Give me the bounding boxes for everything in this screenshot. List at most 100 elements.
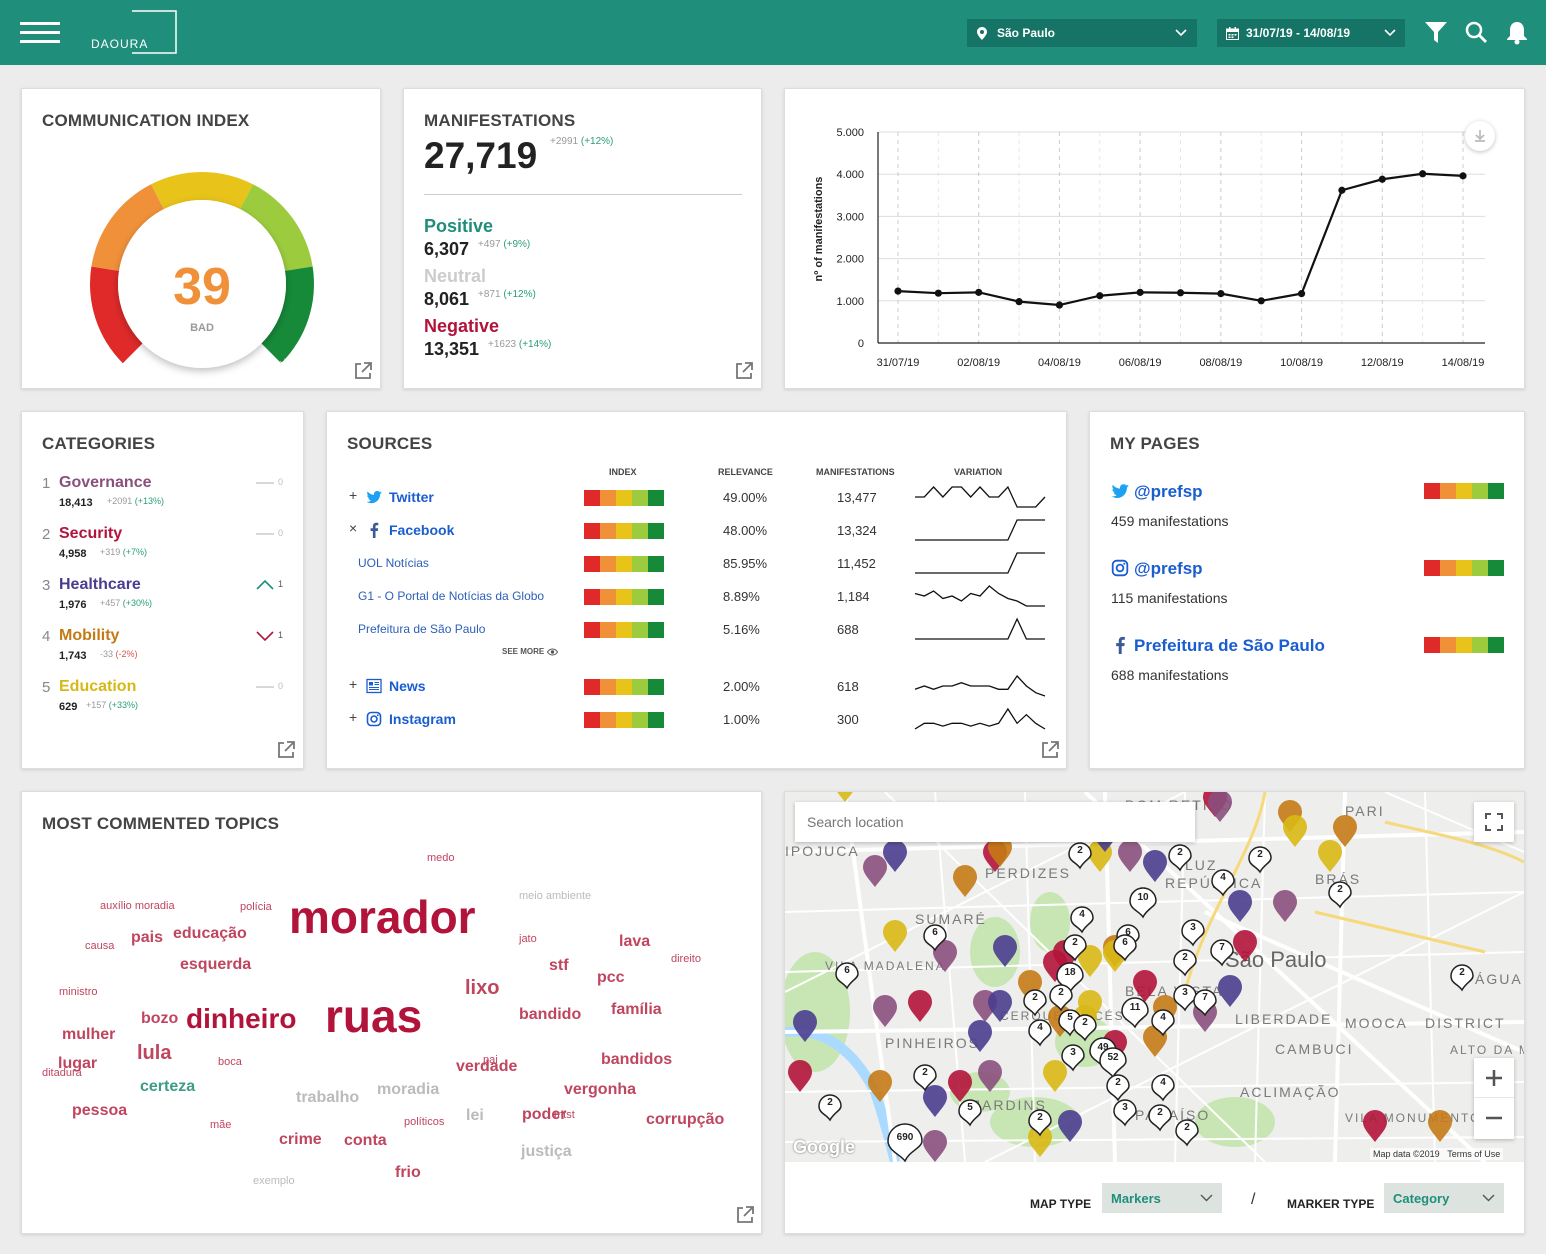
topic-word[interactable]: lei (466, 1107, 484, 1124)
category-pin[interactable] (988, 835, 1012, 867)
download-button[interactable] (1465, 121, 1495, 151)
map-type-select[interactable]: Markers (1102, 1183, 1222, 1213)
topic-word[interactable]: lula (137, 1042, 172, 1064)
topic-word[interactable]: direito (671, 953, 701, 965)
category-pin[interactable] (1058, 1110, 1082, 1142)
topic-word[interactable]: poder (522, 1106, 567, 1123)
data-point[interactable] (1015, 298, 1023, 306)
fullscreen-button[interactable] (1474, 802, 1514, 842)
topic-word[interactable]: ministro (59, 986, 98, 998)
expand-icon[interactable]: + (349, 709, 358, 725)
category-item[interactable]: 1 Governance 18,413 +2091 (+13%) 0 (42, 474, 287, 519)
source-row[interactable]: + Instagram 1.00% 300 (327, 707, 1068, 731)
category-pin[interactable] (1043, 1060, 1067, 1092)
topic-word[interactable]: pessoa (72, 1102, 128, 1119)
source-row[interactable]: + News 2.00% 618 (327, 674, 1068, 698)
category-pin[interactable] (883, 920, 907, 952)
source-name[interactable]: UOL Notícias (358, 556, 429, 570)
topic-word[interactable]: boca (218, 1056, 242, 1068)
category-pin[interactable] (948, 1070, 972, 1102)
cluster-marker[interactable]: 6 (1113, 934, 1137, 962)
my-page-name[interactable]: Prefeitura de São Paulo (1134, 636, 1325, 655)
cluster-marker[interactable]: 6 (923, 924, 947, 952)
cluster-marker[interactable]: 4 (1028, 1019, 1052, 1047)
my-page-item[interactable]: @prefsp 115 manifestations (1111, 557, 1506, 607)
category-pin[interactable] (1143, 850, 1167, 882)
cluster-marker[interactable]: 4 (1211, 869, 1235, 897)
category-pin[interactable] (1078, 945, 1102, 977)
topic-word[interactable]: mtst (554, 1109, 575, 1121)
topic-word[interactable]: certeza (140, 1078, 196, 1095)
expand-icon[interactable]: + (349, 487, 358, 503)
topic-word[interactable]: bozo (141, 1010, 179, 1027)
source-name[interactable]: Twitter (389, 489, 434, 505)
topic-word[interactable]: trabalho (296, 1089, 360, 1106)
topic-word[interactable]: auxílio moradia (100, 900, 175, 912)
category-pin[interactable] (1118, 840, 1142, 872)
cluster-marker[interactable]: 2 (1106, 1074, 1130, 1102)
topic-word[interactable]: vergonha (564, 1081, 637, 1098)
category-pin[interactable] (933, 940, 957, 972)
cluster-marker[interactable]: 2 (1168, 844, 1192, 872)
category-pin[interactable] (1133, 970, 1157, 1002)
cluster-marker[interactable]: 7 (1210, 939, 1234, 967)
zoom-in-button[interactable] (1474, 1058, 1514, 1098)
topic-word[interactable]: pais (131, 929, 164, 946)
category-pin[interactable] (1218, 975, 1242, 1007)
topic-word[interactable]: políticos (404, 1116, 445, 1128)
external-link-icon[interactable] (734, 361, 754, 381)
category-pin[interactable] (993, 935, 1017, 967)
cluster-marker[interactable]: 2 (1073, 1014, 1097, 1042)
topic-word[interactable]: família (611, 1001, 662, 1018)
topic-word[interactable]: jato (519, 933, 537, 945)
cluster-marker[interactable]: 5 (958, 1099, 982, 1127)
data-point[interactable] (934, 289, 942, 297)
data-point[interactable] (1136, 288, 1144, 296)
source-row[interactable]: × Facebook 48.00% 13,324 (327, 518, 1068, 542)
brand-logo[interactable]: DAOURA (88, 10, 178, 54)
data-point[interactable] (1176, 289, 1185, 297)
cluster-marker[interactable]: 2 (1028, 1109, 1052, 1137)
my-page-item[interactable]: Prefeitura de São Paulo 688 manifestation… (1111, 634, 1506, 684)
topic-word[interactable]: ditadura (42, 1067, 82, 1079)
category-pin[interactable] (1363, 1110, 1387, 1142)
source-row[interactable]: UOL Notícias 85.95% 11,452 (327, 551, 1068, 575)
external-link-icon[interactable] (1040, 740, 1060, 760)
external-link-icon[interactable] (353, 361, 373, 381)
data-point[interactable] (1257, 297, 1265, 305)
topic-word[interactable]: lixo (465, 977, 500, 999)
topic-word[interactable]: stf (549, 957, 569, 974)
topic-word[interactable]: pcc (597, 969, 625, 986)
data-point[interactable] (1096, 292, 1104, 300)
bell-icon[interactable] (1507, 20, 1527, 45)
data-point[interactable] (1378, 175, 1386, 183)
category-pin[interactable] (863, 855, 887, 887)
category-pin[interactable] (988, 990, 1012, 1022)
topic-word[interactable]: mulher (62, 1026, 116, 1043)
my-page-name[interactable]: @prefsp (1134, 559, 1203, 578)
category-pin[interactable] (1428, 1110, 1452, 1142)
category-pin[interactable] (923, 1085, 947, 1117)
cluster-marker[interactable]: 2 (1173, 949, 1197, 977)
category-item[interactable]: 2 Security 4,958 +319 (+7%) 0 (42, 525, 287, 570)
topic-word[interactable]: lugar (58, 1055, 98, 1072)
external-link-icon[interactable] (735, 1205, 755, 1225)
collapse-icon[interactable]: × (349, 520, 358, 536)
topic-word[interactable]: esquerda (180, 956, 252, 973)
category-pin[interactable] (978, 1060, 1002, 1092)
source-name[interactable]: Facebook (389, 522, 455, 538)
topic-word[interactable]: medo (427, 852, 455, 864)
category-item[interactable]: 5 Education 629 +157 (+33%) 0 (42, 678, 287, 723)
cluster-marker[interactable]: 2 (1450, 964, 1474, 992)
cluster-marker[interactable]: 2 (1023, 989, 1047, 1017)
my-page-name[interactable]: @prefsp (1134, 482, 1203, 501)
category-pin[interactable] (968, 1020, 992, 1052)
category-pin[interactable] (1228, 890, 1252, 922)
cluster-marker[interactable]: 4 (1151, 1074, 1175, 1102)
cluster-marker[interactable]: 690 (887, 1123, 923, 1162)
data-point[interactable] (975, 288, 983, 296)
date-range-select[interactable]: 31/07/19 - 14/08/19 (1217, 19, 1405, 47)
cluster-marker[interactable]: 2 (1248, 846, 1272, 874)
category-pin[interactable] (923, 1130, 947, 1162)
